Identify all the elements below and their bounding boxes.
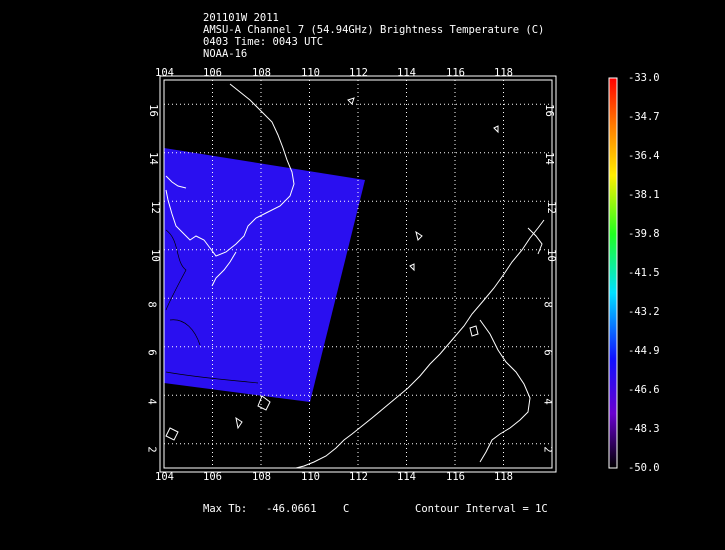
max-tb-unit: C [343,503,350,515]
map-frame [163,79,553,469]
lon-tick-top: 116 [446,67,465,79]
map-frame-inner [159,75,557,473]
lon-tick-bottom: 112 [349,471,368,483]
colorbar-label: -48.3 [628,423,660,435]
lon-tick-bottom: 110 [301,471,320,483]
contour-line [165,371,259,384]
colorbar-label: -46.6 [628,384,660,396]
lon-tick-bottom: 118 [494,471,513,483]
coastline [165,83,295,257]
lon-tick-top: 108 [252,67,271,79]
island [493,125,499,134]
island [347,97,355,105]
lat-tick-left: 12 [148,201,161,214]
lat-tick-right: 14 [542,152,555,165]
lon-tick-top: 104 [155,67,174,79]
contour-interval: Contour Interval = 1C [415,503,548,515]
island [165,427,179,441]
lon-tick-top: 114 [397,67,416,79]
lon-tick-bottom: 104 [155,471,174,483]
header-line-3: 0403 Time: 0043 UTC [203,36,324,48]
satellite-swath [164,148,365,402]
lat-tick-left: 8 [145,301,158,308]
header-line-4: NOAA-16 [203,48,248,60]
lat-tick-right: 2 [541,446,554,453]
lat-tick-right: 8 [541,301,554,308]
lon-tick-bottom: 114 [397,471,416,483]
lon-tick-bottom: 108 [252,471,271,483]
colorbar-label: -50.0 [628,462,660,474]
lon-tick-bottom: 116 [446,471,465,483]
contour-line [165,229,187,311]
island [409,263,415,272]
lon-tick-bottom: 106 [203,471,222,483]
colorbar-label: -43.2 [628,306,660,318]
lat-tick-left: 16 [146,104,159,117]
lat-tick-right: 6 [541,349,554,356]
colorbar-label: -34.7 [628,111,660,123]
coastline [165,175,187,189]
max-tb-value: -46.0661 [266,503,317,515]
header-line-2: AMSU-A Channel 7 (54.94GHz) Brightness T… [203,24,545,36]
lon-tick-top: 106 [203,67,222,79]
island [235,416,243,430]
lat-tick-left: 2 [145,446,158,453]
coastline [211,251,237,287]
lon-tick-top: 112 [349,67,368,79]
max-tb-label: Max Tb: [203,503,248,515]
header-line-1: 201101W 2011 [203,12,279,24]
coastline [295,219,545,468]
lat-tick-left: 4 [145,398,158,405]
lon-tick-top: 118 [494,67,513,79]
colorbar-label: -36.4 [628,150,660,162]
contour-line [169,319,201,346]
colorbar-label: -33.0 [628,72,660,84]
lat-tick-right: 10 [544,249,557,262]
lat-tick-right: 12 [544,201,557,214]
lat-tick-left: 14 [146,152,159,165]
coastline [527,227,543,255]
lat-tick-right: 4 [541,398,554,405]
island [257,395,271,411]
lat-tick-left: 6 [145,349,158,356]
colorbar-label: -38.1 [628,189,660,201]
gridlines [164,80,552,468]
colorbar-label: -41.5 [628,267,660,279]
colorbar [608,77,618,469]
coastline [479,319,531,463]
island [469,325,479,337]
lat-tick-right: 16 [542,104,555,117]
lon-tick-top: 110 [301,67,320,79]
colorbar-label: -44.9 [628,345,660,357]
island [415,230,423,241]
colorbar-label: -39.8 [628,228,660,240]
lat-tick-left: 10 [148,249,161,262]
